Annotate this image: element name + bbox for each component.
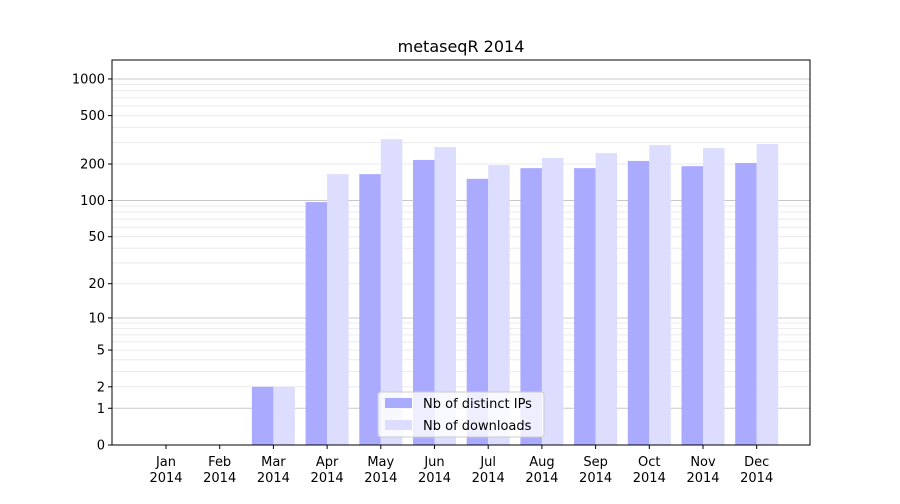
x-tick-label-month: Mar [261,455,286,470]
bar-distinct-ips [735,162,757,445]
y-tick-label: 50 [88,230,105,245]
x-tick-label-year: 2014 [740,471,773,486]
bar-distinct-ips [681,166,703,446]
y-tick-label: 5 [97,344,105,359]
legend-label-ips: Nb of distinct IPs [423,397,532,412]
bar-downloads [756,144,779,445]
x-tick-label-month: Oct [638,455,660,470]
bar-distinct-ips [305,202,328,445]
x-tick-label-month: Jul [479,455,496,470]
bar-downloads [649,144,671,446]
bar-downloads [541,158,564,445]
x-axis: Jan2014Feb2014Mar2014Apr2014May2014Jun20… [149,445,773,486]
y-tick-label: 1 [97,402,105,417]
x-tick-label-month: Jun [423,455,444,470]
x-tick-label-year: 2014 [418,471,451,486]
legend-swatch-ips [385,398,412,408]
bar-downloads [380,139,403,445]
x-tick-label-year: 2014 [364,471,397,486]
x-tick-label-year: 2014 [472,471,505,486]
bars [251,139,779,446]
y-tick-label: 20 [88,277,105,292]
bar-downloads [273,386,295,445]
bar-distinct-ips [413,159,435,446]
legend-label-downloads: Nb of downloads [423,419,532,434]
y-tick-label: 200 [80,158,105,173]
legend-swatch-downloads [385,420,412,430]
x-tick-label-month: Nov [690,455,716,470]
bar-downloads [327,174,349,445]
bar-distinct-ips [359,174,381,445]
bar-distinct-ips [627,160,650,445]
y-tick-label: 2 [97,380,105,395]
x-tick-label-month: May [367,455,394,470]
y-tick-label: 100 [80,194,105,209]
x-tick-label-year: 2014 [525,471,558,486]
y-axis: 0 1 2 5 10 20 50 100 200 500 1000 [72,72,112,454]
x-tick-label-year: 2014 [257,471,290,486]
bar-downloads [488,165,510,445]
y-tick-label: 10 [88,311,105,326]
x-tick-label-month: Feb [208,455,231,470]
x-tick-label-year: 2014 [311,471,344,486]
legend: Nb of distinct IPs Nb of downloads [377,391,545,438]
legend-box [377,391,545,438]
plot-area-frame [111,59,811,446]
x-tick-label-year: 2014 [149,471,182,486]
y-tick-label: 1000 [72,72,105,87]
bar-downloads [703,147,725,445]
chart-title: metaseqR 2014 [398,37,525,56]
x-tick-label-month: Sep [583,455,608,470]
bar-downloads [434,147,456,446]
bar-downloads [595,153,618,445]
x-tick-label-year: 2014 [579,471,612,486]
x-tick-label-year: 2014 [686,471,719,486]
bar-distinct-ips [574,168,596,445]
bar-distinct-ips [466,178,489,446]
y-tick-label: 0 [97,439,105,454]
x-tick-label-month: Dec [744,455,769,470]
bar-distinct-ips [520,168,542,445]
x-tick-label-year: 2014 [203,471,236,486]
x-tick-label-year: 2014 [633,471,666,486]
x-tick-label-month: Jan [155,455,176,470]
x-tick-label-month: Apr [316,455,339,470]
bar-distinct-ips [251,386,274,445]
y-tick-label: 500 [80,109,105,124]
x-tick-label-month: Aug [529,455,554,470]
